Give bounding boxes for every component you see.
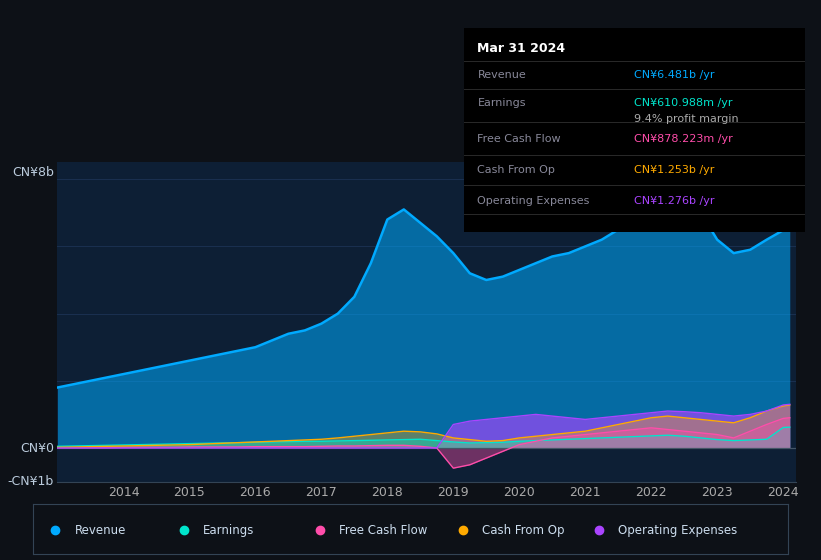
Text: Free Cash Flow: Free Cash Flow xyxy=(339,524,427,536)
Text: CN¥610.988m /yr: CN¥610.988m /yr xyxy=(635,97,732,108)
Text: CN¥8b: CN¥8b xyxy=(11,166,54,179)
Text: Mar 31 2024: Mar 31 2024 xyxy=(478,43,566,55)
Text: Revenue: Revenue xyxy=(75,524,126,536)
Text: 9.4% profit margin: 9.4% profit margin xyxy=(635,114,739,124)
Text: CN¥6.481b /yr: CN¥6.481b /yr xyxy=(635,70,715,80)
Text: -CN¥1b: -CN¥1b xyxy=(7,475,54,488)
Text: Operating Expenses: Operating Expenses xyxy=(478,195,589,206)
Text: Earnings: Earnings xyxy=(203,524,255,536)
Text: Cash From Op: Cash From Op xyxy=(482,524,565,536)
Text: Operating Expenses: Operating Expenses xyxy=(618,524,737,536)
Text: Free Cash Flow: Free Cash Flow xyxy=(478,134,561,144)
Text: Earnings: Earnings xyxy=(478,97,526,108)
Text: Cash From Op: Cash From Op xyxy=(478,165,555,175)
Text: CN¥878.223m /yr: CN¥878.223m /yr xyxy=(635,134,733,144)
Text: Revenue: Revenue xyxy=(478,70,526,80)
Text: CN¥0: CN¥0 xyxy=(20,441,54,455)
Text: CN¥1.253b /yr: CN¥1.253b /yr xyxy=(635,165,714,175)
Text: CN¥1.276b /yr: CN¥1.276b /yr xyxy=(635,195,715,206)
